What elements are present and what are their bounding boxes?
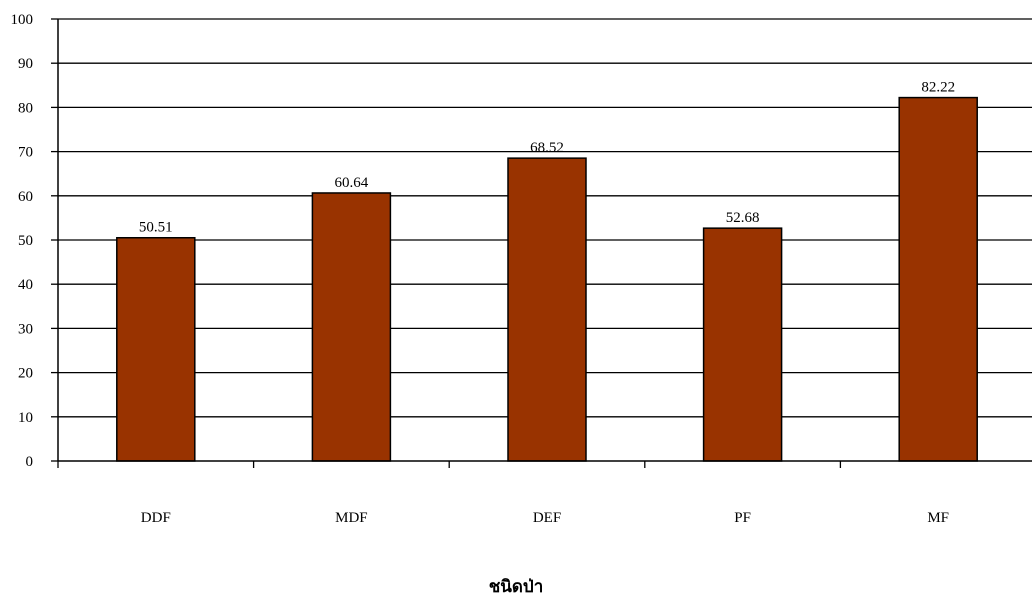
y-tick-label-30: 30	[18, 321, 33, 337]
y-tick-label-80: 80	[18, 100, 33, 116]
y-tick-label-20: 20	[18, 366, 33, 382]
x-tick-label-MDF: MDF	[335, 510, 368, 526]
bar-DDF	[117, 238, 195, 461]
x-tick-label-PF: PF	[734, 510, 751, 526]
x-tick-label-DDF: DDF	[141, 510, 171, 526]
y-tick-label-40: 40	[18, 277, 33, 293]
bar-PF	[704, 228, 782, 461]
y-tick-label-50: 50	[18, 233, 33, 249]
data-label-MF: 82.22	[921, 80, 955, 96]
x-tick-label-DEF: DEF	[533, 510, 561, 526]
bar-DEF	[508, 158, 586, 461]
data-label-DDF: 50.51	[139, 220, 173, 236]
y-tick-label-10: 10	[18, 410, 33, 426]
data-label-PF: 52.68	[726, 210, 760, 226]
bar-MDF	[312, 193, 390, 461]
x-tick-labels: DDF MDF DEF PF MF	[141, 510, 949, 526]
y-tick-labels: 0 10 20 30 40 50 60 70 80 90 100	[11, 12, 34, 470]
bar-MF	[899, 98, 977, 461]
y-tick-label-100: 100	[11, 12, 34, 28]
y-tick-label-70: 70	[18, 145, 33, 161]
data-label-MDF: 60.64	[335, 175, 369, 191]
y-tick-label-0: 0	[26, 454, 34, 470]
x-axis-title: ชนิดป่า	[489, 577, 544, 597]
data-label-DEF: 68.52	[530, 140, 564, 156]
y-tick-label-60: 60	[18, 189, 33, 205]
y-tick-label-90: 90	[18, 56, 33, 72]
x-tick-label-MF: MF	[927, 510, 949, 526]
